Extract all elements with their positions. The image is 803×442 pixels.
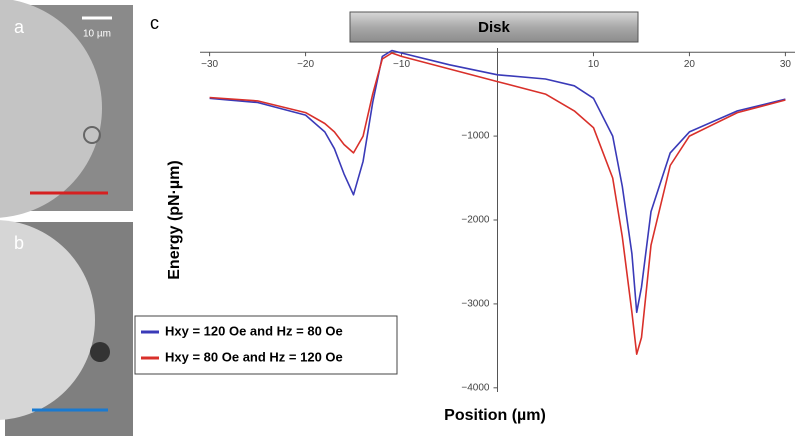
x-tick-label: 20 [684,59,696,70]
y-tick-label: −3000 [461,299,490,310]
bead [90,342,110,362]
x-axis-label: Position (µm) [444,407,546,424]
y-tick-label: −2000 [461,215,490,226]
y-tick-label: −4000 [461,382,490,393]
x-tick-label: −10 [393,59,410,70]
y-tick-label: −1000 [461,131,490,142]
scale-label: 10 µm [83,29,111,40]
y-axis-label: Energy (pN·µm) [166,160,183,279]
legend-label: Hxy = 80 Oe and Hz = 120 Oe [165,349,343,364]
x-tick-label: 30 [780,59,792,70]
legend-label: Hxy = 120 Oe and Hz = 80 Oe [165,323,343,338]
annotation: Disk [478,19,510,36]
panel-label: a [14,17,25,37]
x-tick-label: −20 [297,59,314,70]
x-tick-label: −30 [201,59,218,70]
panel-label: c [150,13,159,33]
x-tick-label: 10 [588,59,600,70]
figure: 10 µm a b c Disk Position (µm) Energy (p… [0,0,803,442]
plot: −30 −20 −10 10 20 30 −1000 −2000 −3000 −4000 Hxy =… [135,48,795,393]
panel-label: b [14,233,24,253]
